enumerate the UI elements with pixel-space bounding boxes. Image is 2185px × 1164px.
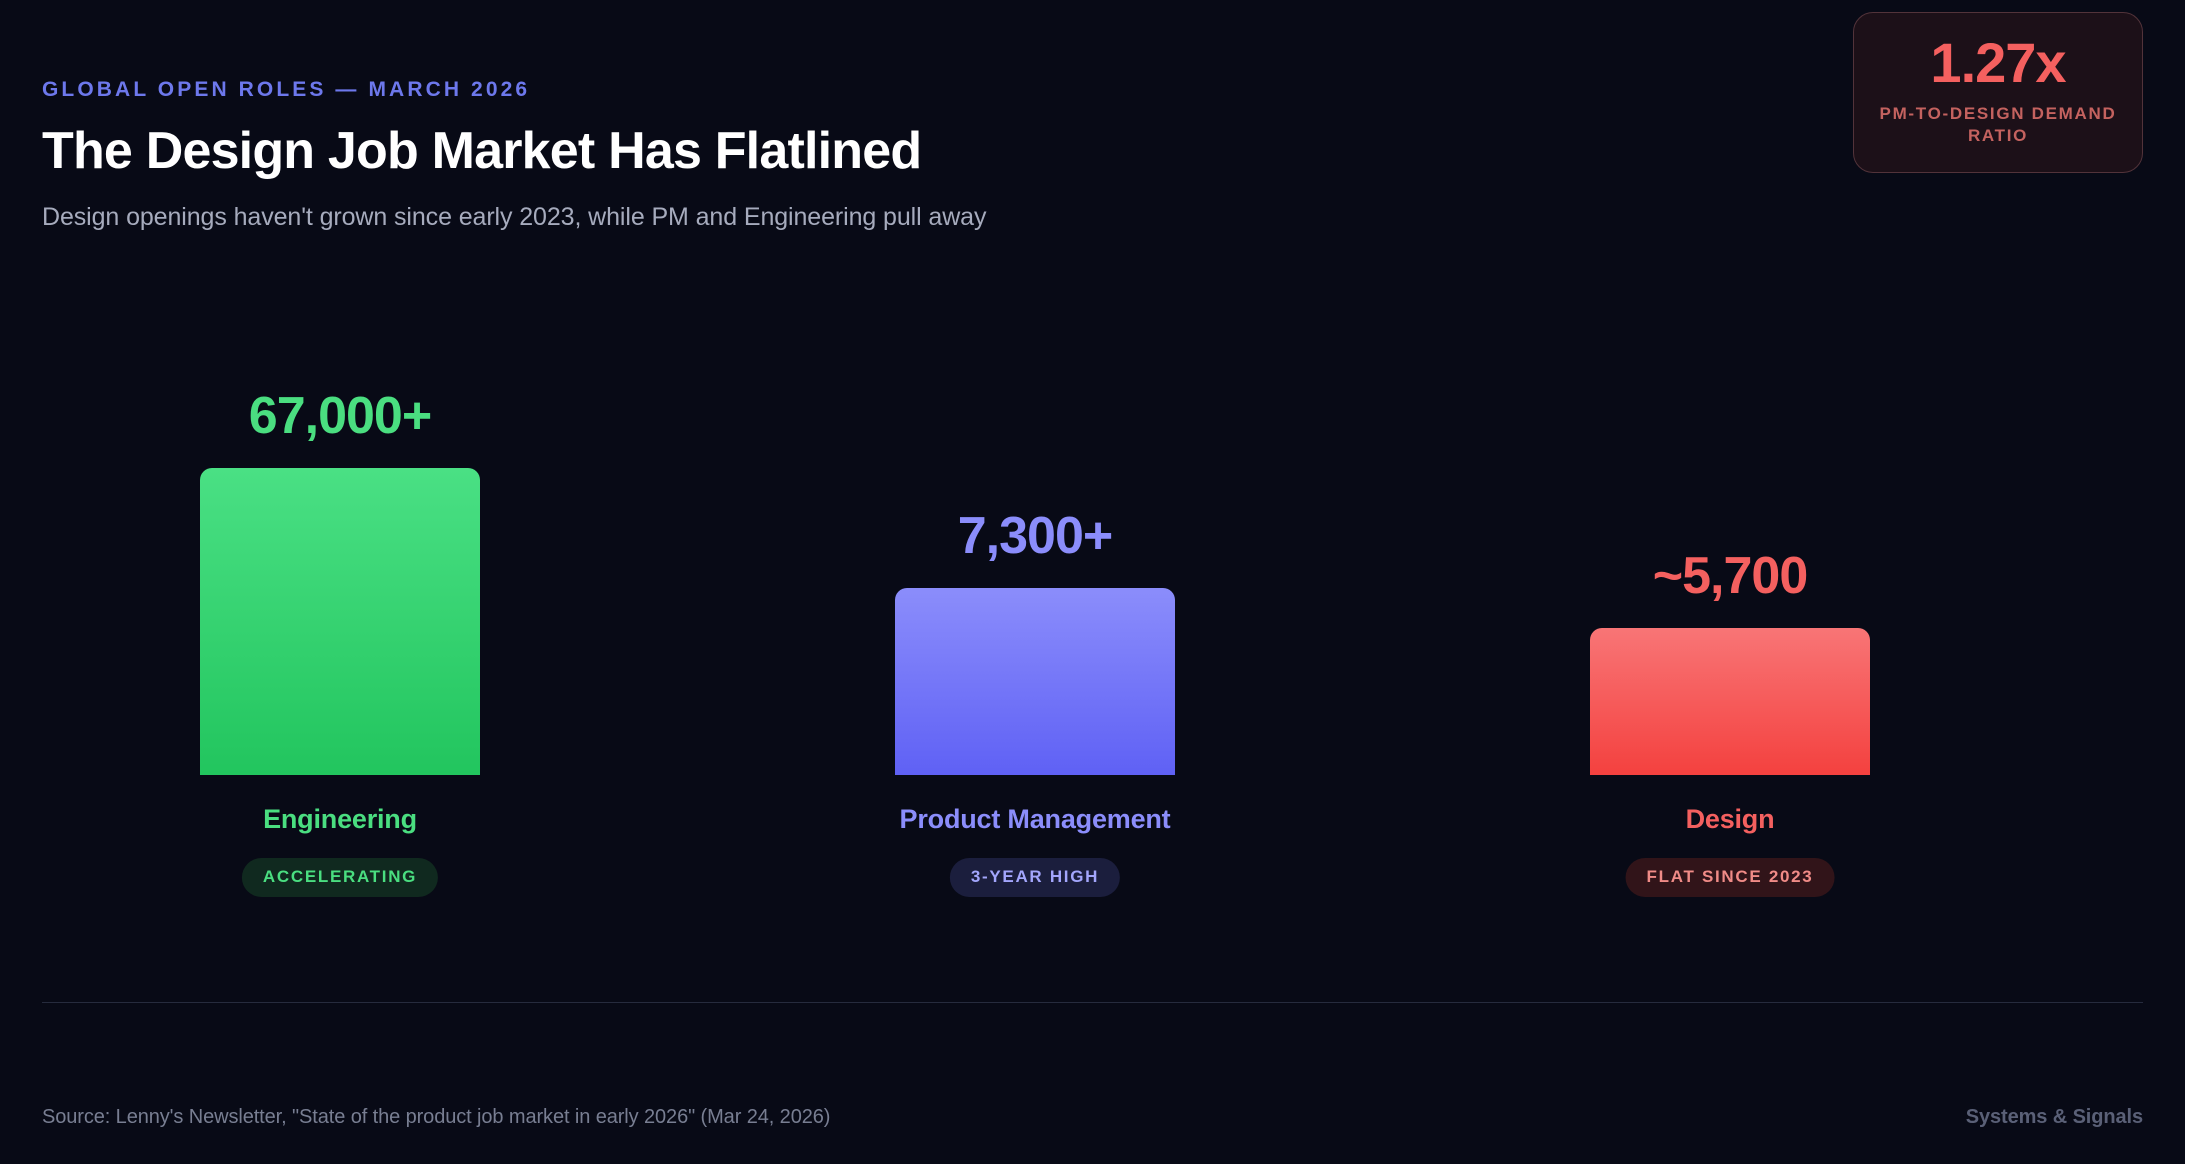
status-badge: ACCELERATING	[241, 858, 439, 897]
bar-category-label: Design	[1685, 804, 1775, 834]
source-citation: Source: Lenny's Newsletter, "State of th…	[42, 1106, 831, 1128]
bar-chart: 67,000+ Engineering ACCELERATING 7,300+ Prod…	[0, 330, 2185, 930]
footer-divider	[42, 1002, 2143, 1003]
kpi-badge: 1.27x PM-TO-DESIGN DEMAND RATIO	[1853, 12, 2143, 173]
bar-rect[interactable]	[895, 588, 1175, 775]
bar-category-label: Product Management	[899, 804, 1171, 834]
bar-group-product-management: 7,300+ Product Management 3-YEAR HIGH	[895, 330, 1175, 930]
bar-group-design: ~5,700 Design FLAT SINCE 2023	[1590, 330, 1870, 930]
kpi-label: PM-TO-DESIGN DEMAND RATIO	[1879, 104, 2117, 146]
header-block: GLOBAL OPEN ROLES — MARCH 2026 The Desig…	[42, 78, 1802, 232]
bar-value-label: ~5,700	[1652, 547, 1809, 605]
bar-value-label: 67,000+	[248, 387, 432, 445]
bar-rect[interactable]	[1590, 628, 1870, 775]
page-subtitle: Design openings haven't grown since earl…	[42, 202, 987, 231]
bar-rect[interactable]	[200, 468, 480, 775]
kpi-value: 1.27x	[1930, 31, 2066, 94]
bar-category-label: Engineering	[263, 804, 417, 834]
eyebrow-label: GLOBAL OPEN ROLES — MARCH 2026	[42, 78, 531, 101]
footer-block: Source: Lenny's Newsletter, "State of th…	[42, 1106, 2143, 1129]
page-title: The Design Job Market Has Flatlined	[42, 122, 922, 180]
status-badge: FLAT SINCE 2023	[1625, 858, 1835, 897]
bar-value-label: 7,300+	[957, 507, 1114, 565]
status-badge: 3-YEAR HIGH	[949, 858, 1121, 897]
brand-label: Systems & Signals	[1965, 1106, 2143, 1128]
bar-group-engineering: 67,000+ Engineering ACCELERATING	[200, 330, 480, 930]
